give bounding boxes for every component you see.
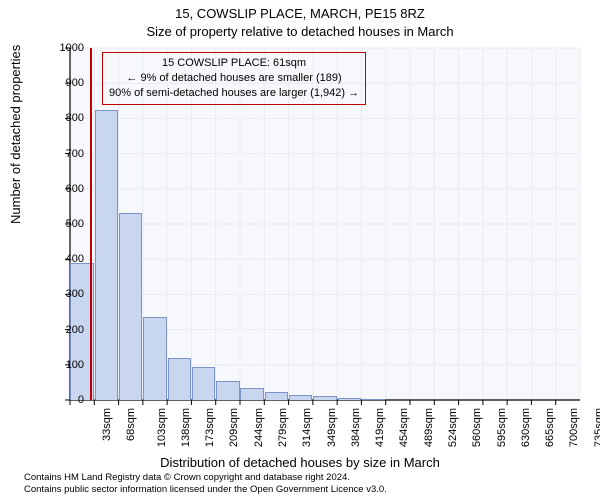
marker-line <box>90 48 92 400</box>
x-tick-label: 349sqm <box>326 408 338 447</box>
x-tick-label: 524sqm <box>447 408 459 447</box>
histogram-bar <box>95 110 118 400</box>
histogram-bar <box>265 392 288 400</box>
x-tick-label: 384sqm <box>350 408 362 447</box>
x-tick-label: 173sqm <box>204 408 216 447</box>
x-tick-label: 454sqm <box>399 408 411 447</box>
y-tick-label: 800 <box>44 112 84 124</box>
x-tick-label: 560sqm <box>471 408 483 447</box>
histogram-bar <box>362 399 385 400</box>
y-tick-label: 500 <box>44 218 84 230</box>
annotation-line: ← 9% of detached houses are smaller (189… <box>109 71 359 86</box>
y-tick-label: 100 <box>44 359 84 371</box>
y-tick-label: 0 <box>44 394 84 406</box>
x-tick-label: 630sqm <box>520 408 532 447</box>
x-tick-label: 103sqm <box>156 408 168 447</box>
y-tick-label: 700 <box>44 148 84 160</box>
y-tick-label: 900 <box>44 77 84 89</box>
x-tick-label: 665sqm <box>544 408 556 447</box>
footer: Contains HM Land Registry data © Crown c… <box>24 472 387 496</box>
histogram-bar <box>289 395 312 400</box>
x-tick-label: 244sqm <box>253 408 265 447</box>
histogram-bar <box>143 317 166 400</box>
x-tick-label: 138sqm <box>180 408 192 447</box>
histogram-bar <box>313 396 336 400</box>
x-tick-label: 209sqm <box>229 408 241 447</box>
histogram-bar <box>192 367 215 400</box>
x-axis-label: Distribution of detached houses by size … <box>0 455 600 470</box>
plot-area: 15 COWSLIP PLACE: 61sqm ← 9% of detached… <box>70 48 580 400</box>
x-tick-label: 700sqm <box>569 408 581 447</box>
y-tick-label: 1000 <box>44 42 84 54</box>
x-tick-label: 419sqm <box>374 408 386 447</box>
annotation-box: 15 COWSLIP PLACE: 61sqm ← 9% of detached… <box>102 52 366 105</box>
x-tick-label: 33sqm <box>101 408 113 441</box>
x-tick-label: 314sqm <box>301 408 313 447</box>
x-tick-label: 68sqm <box>125 408 137 441</box>
title-line-1: 15, COWSLIP PLACE, MARCH, PE15 8RZ <box>0 6 600 21</box>
histogram-bar <box>216 381 239 400</box>
x-tick-label: 489sqm <box>423 408 435 447</box>
annotation-line: 90% of semi-detached houses are larger (… <box>109 86 359 101</box>
annotation-line: 15 COWSLIP PLACE: 61sqm <box>109 56 359 71</box>
histogram-bar <box>240 388 263 400</box>
y-tick-label: 400 <box>44 253 84 265</box>
chart-root: { "titles": { "line1": "15, COWSLIP PLAC… <box>0 0 600 500</box>
x-tick-label: 735sqm <box>593 408 600 447</box>
footer-line: Contains public sector information licen… <box>24 484 387 496</box>
histogram-bar <box>119 213 142 400</box>
histogram-bar <box>338 398 361 400</box>
footer-line: Contains HM Land Registry data © Crown c… <box>24 472 387 484</box>
title-line-2: Size of property relative to detached ho… <box>0 24 600 39</box>
y-axis-label: Number of detached properties <box>8 45 23 224</box>
y-tick-label: 300 <box>44 288 84 300</box>
x-tick-label: 279sqm <box>277 408 289 447</box>
y-tick-label: 200 <box>44 324 84 336</box>
y-tick-label: 600 <box>44 183 84 195</box>
histogram-bar <box>168 358 191 400</box>
x-tick-label: 595sqm <box>496 408 508 447</box>
